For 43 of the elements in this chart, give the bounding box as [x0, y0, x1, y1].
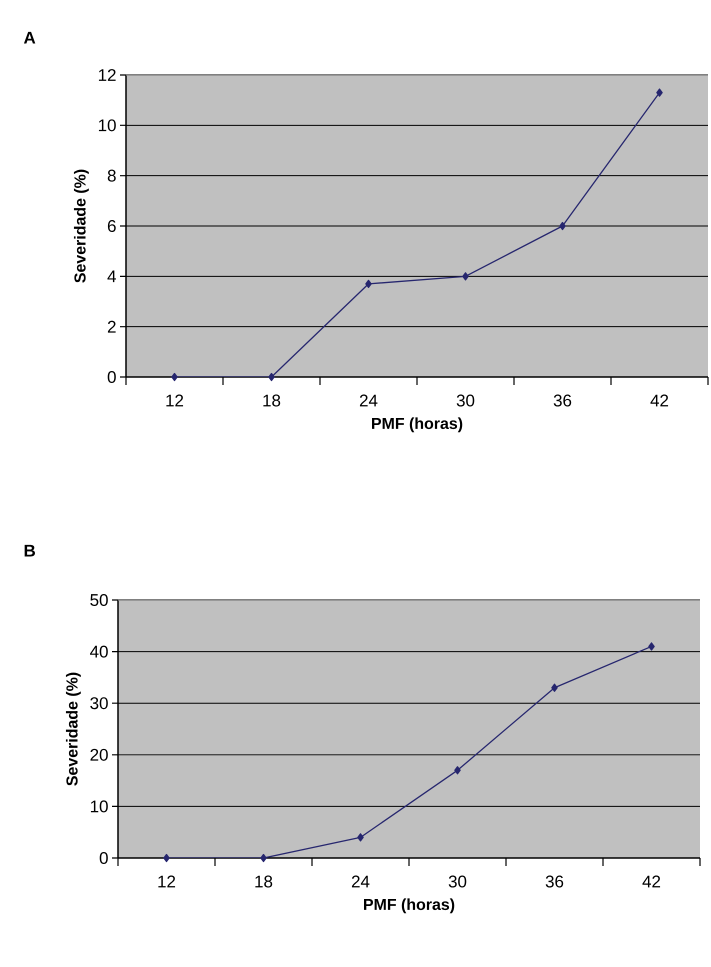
x-tick-label: 30 — [456, 394, 474, 407]
y-tick-label: 2 — [108, 320, 116, 333]
point — [163, 854, 170, 862]
point — [551, 684, 558, 692]
x-tick-label: 42 — [650, 394, 668, 406]
x-axis-title: PMF (horas) — [364, 898, 454, 914]
x-tick-label: 24 — [352, 876, 370, 888]
point — [260, 854, 267, 862]
x-tick-label: 36 — [554, 394, 572, 407]
chart-title: A — [24, 32, 36, 44]
point — [365, 280, 372, 288]
y-axis-title: Severidade (%) — [66, 672, 81, 786]
y-tick-label: 10 — [98, 119, 116, 132]
point — [268, 372, 275, 382]
point — [648, 642, 655, 651]
y-tick-label: 6 — [108, 220, 116, 232]
chart-title: B — [24, 544, 35, 557]
x-tick-label: 12 — [166, 394, 184, 406]
y-axis-title: Severidade (%) — [74, 170, 89, 283]
x-tick-label: 42 — [642, 876, 660, 888]
y-tick-label: 30 — [90, 697, 108, 710]
point — [454, 766, 461, 774]
y-tick-label: 50 — [90, 594, 108, 606]
y-tick-label: 40 — [90, 646, 108, 658]
point — [171, 372, 178, 382]
x-tick-label: 12 — [158, 876, 176, 888]
x-tick-label: 24 — [360, 394, 378, 406]
point — [656, 88, 663, 97]
y-tick-label: 4 — [107, 270, 116, 282]
x-tick-label: 18 — [263, 394, 280, 407]
y-tick-label: 20 — [90, 748, 108, 761]
x-tick-label: 30 — [448, 876, 466, 888]
y-tick-label: 0 — [108, 371, 116, 384]
y-tick-label: 12 — [98, 69, 116, 81]
point — [462, 272, 469, 280]
x-tick-label: 36 — [546, 876, 564, 888]
x-tick-label: 18 — [255, 876, 272, 888]
point — [357, 833, 364, 842]
x-axis-title: PMF (horas) — [372, 417, 462, 432]
y-tick-label: 8 — [108, 170, 116, 182]
point — [559, 222, 566, 230]
y-tick-label: 0 — [100, 852, 108, 864]
y-tick-label: 10 — [90, 800, 108, 812]
